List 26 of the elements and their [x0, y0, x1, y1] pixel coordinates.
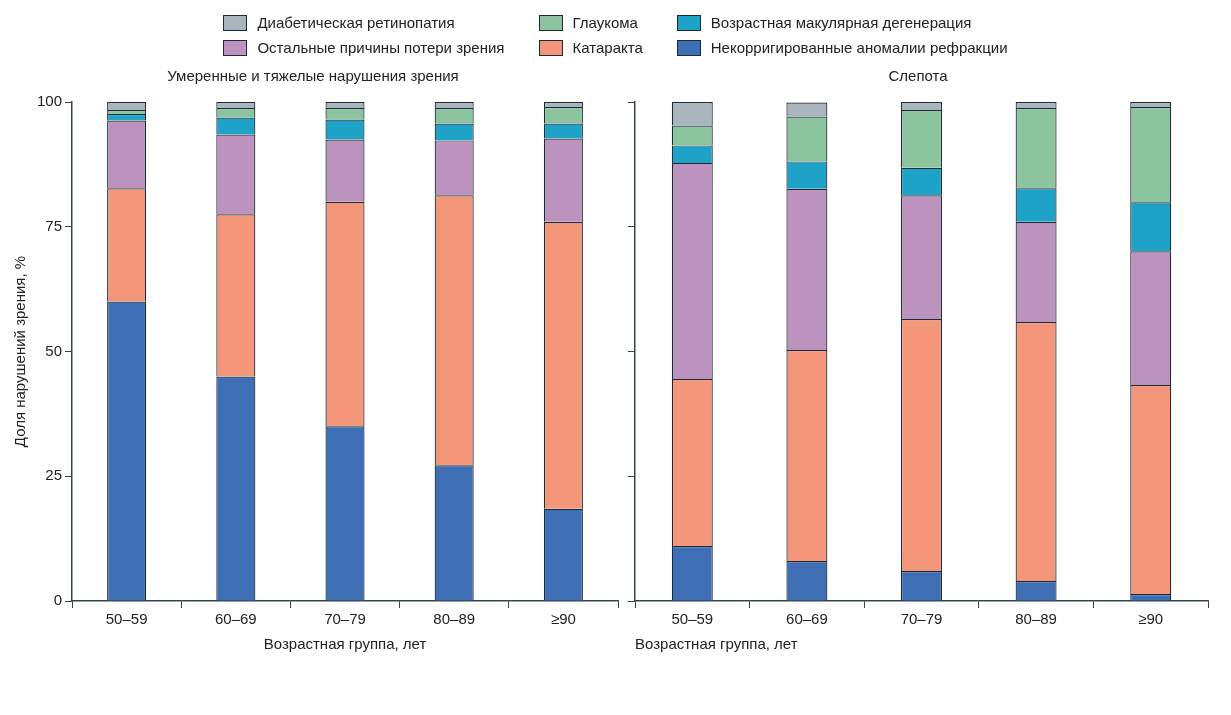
x-tick-label: 60–69: [786, 610, 828, 628]
x-tick-label: 50–59: [671, 610, 714, 628]
x-tick-label: 50–59: [105, 610, 148, 628]
x-tick-label: 60–69: [214, 610, 257, 628]
y-tick-label: 50: [45, 341, 63, 359]
x-tick-label: 70–79: [324, 610, 366, 628]
chart-title: Умеренные и тяжелые нарушения зрения: [167, 67, 459, 85]
x-axis-title: Возрастная группа, лет: [263, 635, 427, 653]
y-tick-label: 100: [37, 92, 63, 110]
x-tick-label: 80–89: [433, 610, 476, 628]
x-tick-label: 80–89: [1015, 610, 1057, 628]
x-axis-title: Возрастная группа, лет: [635, 635, 798, 653]
legend-label: Возрастная макулярная дегенерация: [710, 14, 972, 31]
legend-label: Диабетическая ретинопатия: [257, 14, 455, 31]
y-axis-title: Доля нарушений зрения, %: [11, 255, 29, 448]
legend-label: Катаракта: [572, 39, 643, 56]
y-tick-label: 0: [53, 591, 63, 609]
legend-label: Остальные причины потери зрения: [257, 39, 505, 56]
legend-label: Глаукома: [572, 14, 638, 31]
legend-label: Некорригированные аномалии рефракции: [710, 39, 1008, 56]
y-tick-label: 25: [45, 466, 63, 484]
x-tick-label: 70–79: [900, 610, 943, 628]
chart-title: Слепота: [888, 67, 949, 85]
y-tick-label: 75: [45, 216, 63, 234]
x-tick-label: ≥90: [1138, 610, 1164, 628]
x-tick-label: ≥90: [550, 610, 576, 628]
